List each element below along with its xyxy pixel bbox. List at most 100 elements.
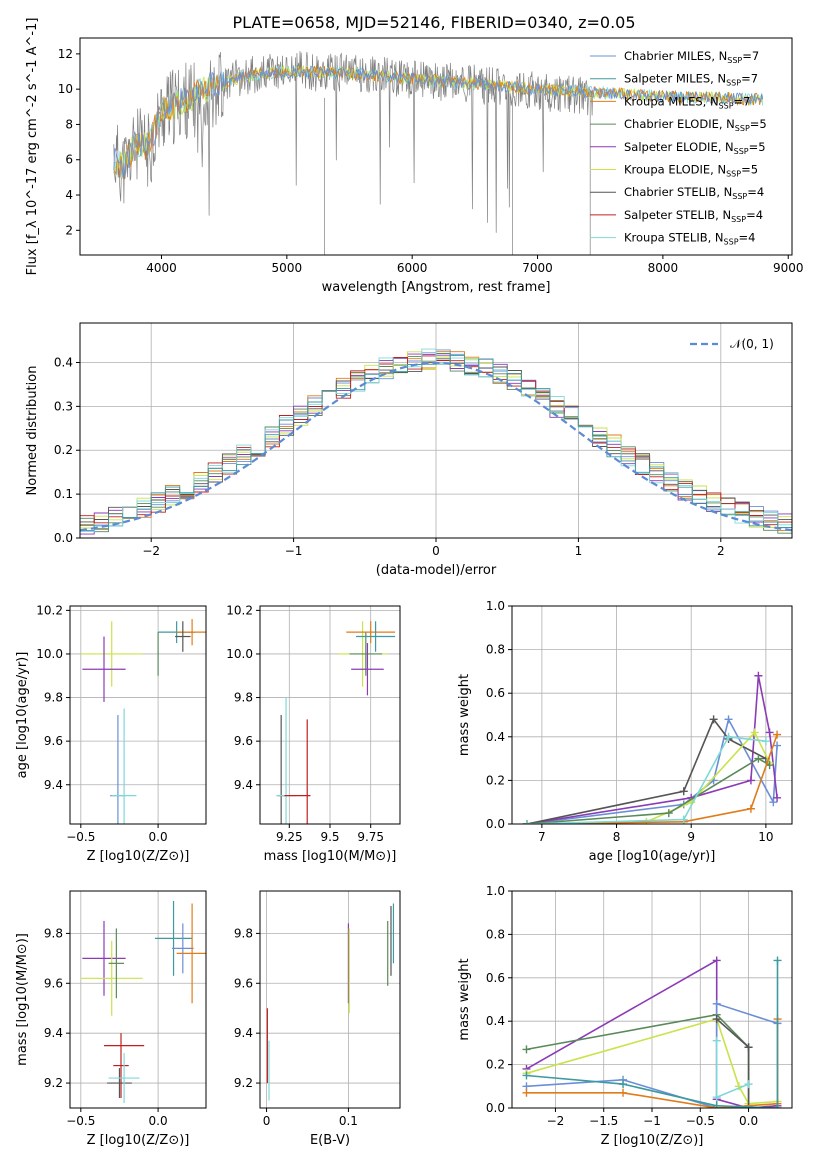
x-tick-label: 1 [575, 544, 583, 558]
x-tick-label: −0.5 [66, 830, 95, 844]
age_vs_Z-panel: −0.5 0.0 9.4 9.6 9.8 10.0 10.2 Z [log10(Z/Z⊙)] a… [15, 603, 207, 864]
y-tick-label: 12 [58, 47, 73, 61]
y-tick-label: 0.0 [486, 1101, 505, 1115]
y-axis-label: age [log10(age/yr)] [15, 652, 30, 779]
mass-weight-point [679, 815, 688, 824]
y-axis-label: Flux [f_λ 10^-17 erg cm^-2 s^-1 A^-1] [25, 18, 40, 276]
y-tick-label: 0.4 [54, 355, 73, 369]
legend-entry: Chabrier MILES, NSSP=7 [624, 49, 759, 65]
mass_vs_Z-plot [80, 900, 206, 1104]
massweight_vs_Z-plot [522, 956, 782, 1108]
mass-weight-point [773, 1104, 782, 1108]
y-tick-label: 0.1 [54, 487, 73, 501]
y-tick-label: 0.0 [54, 531, 73, 545]
massweight_vs_age-panel: 7 8 9 10 0.0 0.2 0.4 0.6 0.8 1.0 age [log10(age/yr… [457, 599, 793, 864]
x-axis-label: Z [log10(Z/Z⊙)] [87, 849, 190, 864]
x-tick-label: 9.25 [276, 830, 303, 844]
axes-frame [79, 37, 793, 256]
legend-entry: Salpeter STELIB, NSSP=4 [624, 208, 763, 224]
y-axis-label: Normed distribution [25, 366, 40, 496]
mass-weight-point [744, 1080, 753, 1089]
mass-weight-point [712, 1093, 721, 1102]
mass-weight-point [769, 798, 778, 807]
axes-frame [69, 605, 207, 825]
legend-entry: 𝒩(0, 1) [730, 337, 774, 351]
mass-weight-point [773, 956, 782, 965]
x-tick-label: 9000 [773, 261, 804, 275]
y-tick-label: 9.8 [234, 691, 253, 705]
y-tick-label: 9.4 [234, 778, 253, 792]
y-tick-label: 10.2 [226, 603, 253, 617]
y-tick-label: 9.6 [234, 976, 253, 990]
y-tick-label: 10 [58, 82, 73, 96]
y-tick-label: 0.6 [486, 971, 505, 985]
axes-frame [259, 890, 401, 1109]
y-tick-label: 10.0 [226, 647, 253, 661]
x-tick-label: 0 [263, 1114, 271, 1128]
mass-weight-point [619, 1088, 628, 1097]
figure-title: PLATE=0658, MJD=52146, FIBERID=0340, z=0… [232, 13, 635, 32]
age_vs_mass-plot [276, 621, 396, 824]
age_vs_mass-frame: 9.25 9.5 9.75 9.4 9.6 9.8 10.0 10.2 mass [log10(… [226, 603, 401, 864]
x-tick-label: 0.0 [739, 1114, 758, 1128]
x-tick-label: 4000 [146, 261, 177, 275]
x-axis-label: Z [log10(Z/Z⊙)] [87, 1133, 190, 1148]
x-tick-label: 5000 [272, 261, 303, 275]
x-axis-label: wavelength [Angstrom, rest frame] [322, 280, 551, 295]
mass-weight-line [526, 735, 766, 824]
y-axis-label: mass weight [457, 958, 472, 1040]
histogram-line [80, 355, 792, 530]
y-tick-label: 0.4 [486, 730, 505, 744]
y-tick-label: 0.8 [486, 643, 505, 657]
mass-weight-point [712, 956, 721, 965]
x-axis-label: age [log10(age/yr)] [589, 849, 716, 864]
spectrum-frame: 4000 5000 6000 7000 8000 9000 2 4 6 8 10 12 waveleng… [25, 18, 804, 295]
y-tick-label: 0.2 [486, 1058, 505, 1072]
age_vs_Z-plot [80, 619, 206, 824]
mass-weight-point [773, 741, 782, 750]
y-tick-label: 0.6 [486, 686, 505, 700]
x-axis-label: Z [log10(Z/Z⊙)] [601, 1133, 704, 1148]
x-tick-label: 9.75 [357, 830, 384, 844]
mass-weight-line [526, 730, 771, 824]
y-tick-label: 9.8 [234, 926, 253, 940]
mass-weight-point [761, 737, 770, 746]
x-tick-label: −0.5 [686, 1114, 715, 1128]
x-tick-label: 10 [758, 830, 773, 844]
y-tick-label: 9.2 [44, 1076, 63, 1090]
x-axis-label: (data-model)/error [376, 563, 497, 578]
mass-weight-point [754, 671, 763, 680]
mass_vs_Z-frame: −0.5 0.0 9.2 9.4 9.6 9.8 Z [log10(Z/Z⊙)] mass [… [15, 890, 207, 1148]
x-tick-label: 0.0 [149, 830, 168, 844]
residuals-frame: −2 −1 0 1 2 0.0 0.1 0.2 0.3 0.4 (data-model)/error… [25, 322, 793, 578]
x-tick-label: 8000 [648, 261, 679, 275]
residuals-panel: −2 −1 0 1 2 0.0 0.1 0.2 0.3 0.4 (data-model)/error… [25, 322, 793, 578]
y-tick-label: 0.2 [54, 443, 73, 457]
mass-weight-line [526, 717, 778, 824]
massweight_vs_age-frame: 7 8 9 10 0.0 0.2 0.4 0.6 0.8 1.0 age [log10(age/yr… [457, 599, 793, 864]
axes-frame [511, 605, 793, 825]
mass-weight-point [522, 1071, 531, 1080]
x-tick-label: 8 [613, 830, 621, 844]
y-tick-label: 1.0 [486, 599, 505, 613]
x-tick-label: 7000 [522, 261, 553, 275]
x-tick-label: 9 [687, 830, 695, 844]
y-tick-label: 9.8 [44, 691, 63, 705]
mass_vs_EBV-panel: 0 0.1 9.2 9.4 9.6 9.8 E(B-V) [234, 890, 401, 1148]
mass_vs_EBV-plot [266, 903, 395, 1101]
mass-weight-line [526, 757, 771, 824]
y-tick-label: 9.6 [44, 734, 63, 748]
y-tick-label: 8 [65, 117, 73, 131]
x-tick-label: −2 [547, 1114, 565, 1128]
age_vs_mass-panel: 9.25 9.5 9.75 9.4 9.6 9.8 10.0 10.2 mass [log10(… [226, 603, 401, 864]
y-tick-label: 0.3 [54, 399, 73, 413]
y-tick-label: 9.2 [234, 1076, 253, 1090]
mass-weight-point [724, 732, 733, 741]
x-tick-label: −1.5 [589, 1114, 618, 1128]
mass-weight-point [744, 1043, 753, 1052]
legend-entry: Chabrier ELODIE, NSSP=5 [624, 117, 767, 133]
x-tick-label: 9.5 [320, 830, 339, 844]
y-tick-label: 0.0 [486, 817, 505, 831]
mass-weight-point [522, 1045, 531, 1054]
spectrum-panel: 4000 5000 6000 7000 8000 9000 2 4 6 8 10 12 waveleng… [25, 18, 804, 295]
